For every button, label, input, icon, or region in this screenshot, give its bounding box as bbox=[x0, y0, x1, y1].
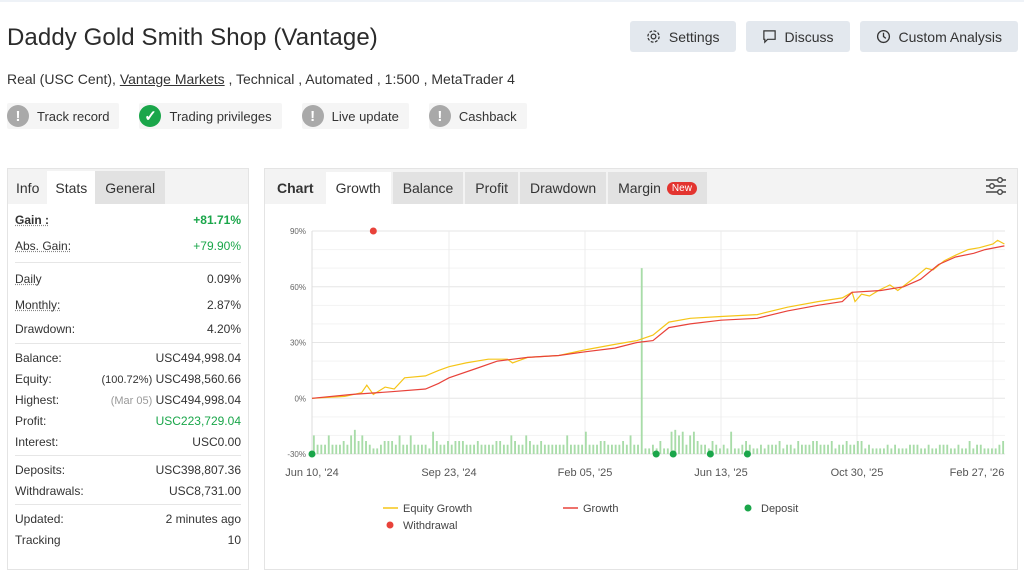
daily-label[interactable]: Daily bbox=[15, 272, 42, 286]
x-tick-label: Feb 05, '25 bbox=[558, 467, 613, 479]
profit-label: Profit: bbox=[15, 413, 47, 428]
monthly-label[interactable]: Monthly: bbox=[15, 298, 61, 312]
badge-label: Live update bbox=[331, 108, 399, 124]
account-info: , Technical , Automated , 1:500 , MetaTr… bbox=[224, 71, 515, 87]
clock-icon bbox=[876, 29, 890, 44]
deposit-marker bbox=[669, 450, 677, 458]
deposits-value: USC398,807.36 bbox=[155, 462, 241, 477]
x-tick-label: Sep 23, '24 bbox=[421, 467, 476, 479]
margin-label: Margin bbox=[618, 180, 661, 196]
badge-live-update[interactable]: ! Live update bbox=[301, 103, 409, 129]
y-tick-label: 90% bbox=[290, 227, 306, 236]
growth-chart: 90% 60% 30% 0% -30% Jun 10, '24 Sep 23, '24 Feb… bbox=[285, 227, 1005, 532]
highest-label: Highest: bbox=[15, 392, 60, 407]
gear-icon bbox=[647, 30, 660, 43]
legend-label: Withdrawal bbox=[403, 520, 457, 532]
tab-margin[interactable]: Margin New bbox=[608, 172, 707, 204]
abs-gain-label[interactable]: Abs. Gain: bbox=[15, 239, 72, 253]
deposit-marker bbox=[706, 450, 714, 458]
legend-label: Growth bbox=[583, 503, 618, 515]
tab-profit[interactable]: Profit bbox=[465, 172, 518, 204]
x-tick-label: Jun 13, '25 bbox=[694, 467, 747, 479]
balance-label: Balance: bbox=[15, 350, 62, 365]
tracking-value: 10 bbox=[227, 532, 241, 547]
tab-growth[interactable]: Growth bbox=[325, 172, 391, 204]
account-details: Real (USC Cent), Vantage Markets , Techn… bbox=[7, 71, 515, 87]
x-tick-label: Oct 30, '25 bbox=[831, 467, 884, 479]
exclamation-icon: ! bbox=[428, 105, 451, 127]
account-type: Real (USC Cent), bbox=[7, 71, 116, 87]
badge-label: Cashback bbox=[458, 108, 517, 124]
y-tick-label: 0% bbox=[294, 394, 306, 403]
withdrawals-label: Withdrawals: bbox=[15, 483, 84, 498]
growth-line bbox=[311, 245, 1005, 399]
exclamation-icon: ! bbox=[7, 105, 29, 127]
y-tick-label: 30% bbox=[290, 339, 306, 348]
y-tick-label: -30% bbox=[287, 450, 306, 459]
legend-label: Equity Growth bbox=[403, 503, 472, 515]
chart-settings-icon[interactable] bbox=[985, 176, 1007, 196]
chat-icon bbox=[762, 30, 776, 44]
chart-panel: Chart Growth Balance Profit Drawdown Mar… bbox=[264, 168, 1018, 570]
badge-trading-privileges[interactable]: ✓ Trading privileges bbox=[139, 103, 282, 129]
discuss-button[interactable]: Discuss bbox=[745, 21, 850, 52]
daily-value: 0.09% bbox=[206, 272, 241, 286]
discuss-label: Discuss bbox=[784, 28, 834, 45]
withdrawals-value: USC8,731.00 bbox=[168, 483, 241, 498]
tab-general[interactable]: General bbox=[95, 171, 166, 204]
highest-value: USC494,998.04 bbox=[155, 392, 241, 407]
deposit-marker bbox=[652, 450, 660, 458]
badge-label: Track record bbox=[37, 108, 110, 124]
updated-value: 2 minutes ago bbox=[165, 511, 241, 526]
top-border bbox=[0, 0, 1024, 2]
stats-panel: Info Stats General Gain : +81.71% Abs. Ga… bbox=[7, 168, 249, 570]
check-icon: ✓ bbox=[139, 105, 162, 127]
status-badges: ! Track record ✓ Trading privileges ! Live … bbox=[7, 103, 527, 129]
legend-swatch bbox=[386, 521, 394, 529]
monthly-value: 2.87% bbox=[206, 298, 241, 312]
highest-date: (Mar 05) bbox=[110, 394, 153, 407]
page-title: Daddy Gold Smith Shop (Vantage) bbox=[7, 24, 378, 51]
abs-gain-value: +79.90% bbox=[193, 239, 241, 253]
custom-analysis-label: Custom Analysis bbox=[898, 28, 1002, 45]
updated-label: Updated: bbox=[15, 511, 64, 526]
interest-value: USC0.00 bbox=[192, 434, 241, 449]
y-tick-label: 60% bbox=[290, 283, 306, 292]
custom-analysis-button[interactable]: Custom Analysis bbox=[859, 21, 1018, 52]
badge-cashback[interactable]: ! Cashback bbox=[428, 103, 527, 129]
tracking-label: Tracking bbox=[15, 532, 61, 547]
broker-link[interactable]: Vantage Markets bbox=[119, 71, 225, 87]
legend-swatch bbox=[744, 504, 752, 512]
profit-value: USC223,729.04 bbox=[155, 413, 241, 428]
new-badge: New bbox=[666, 181, 697, 195]
legend-label: Deposit bbox=[761, 503, 798, 515]
x-tick-label: Jun 10, '24 bbox=[285, 467, 338, 479]
tab-balance[interactable]: Balance bbox=[392, 172, 464, 204]
tab-info[interactable]: Info bbox=[16, 179, 40, 196]
equity-label: Equity: bbox=[15, 371, 52, 386]
interest-label: Interest: bbox=[15, 434, 59, 449]
withdrawal-marker bbox=[369, 227, 377, 235]
badge-label: Trading privileges bbox=[169, 108, 272, 124]
x-tick-label: Feb 27, '26 bbox=[950, 467, 1005, 479]
equity-growth-line bbox=[311, 239, 1005, 399]
tab-drawdown[interactable]: Drawdown bbox=[519, 172, 607, 204]
exclamation-icon: ! bbox=[301, 105, 324, 127]
gain-value: +81.71% bbox=[193, 213, 241, 227]
settings-button[interactable]: Settings bbox=[629, 21, 736, 52]
gain-label[interactable]: Gain : bbox=[15, 213, 50, 227]
badge-track-record[interactable]: ! Track record bbox=[7, 103, 120, 129]
deposits-label: Deposits: bbox=[15, 462, 66, 477]
equity-percent: (100.72%) bbox=[101, 373, 153, 386]
deposit-marker bbox=[308, 450, 316, 458]
drawdown-label: Drawdown: bbox=[15, 322, 76, 336]
tab-chart[interactable]: Chart bbox=[277, 180, 314, 196]
balance-value: USC494,998.04 bbox=[155, 350, 241, 365]
tab-stats[interactable]: Stats bbox=[47, 171, 96, 204]
settings-label: Settings bbox=[668, 28, 720, 45]
deposit-marker bbox=[743, 450, 751, 458]
equity-value: USC498,560.66 bbox=[155, 371, 241, 386]
drawdown-value: 4.20% bbox=[206, 322, 241, 336]
